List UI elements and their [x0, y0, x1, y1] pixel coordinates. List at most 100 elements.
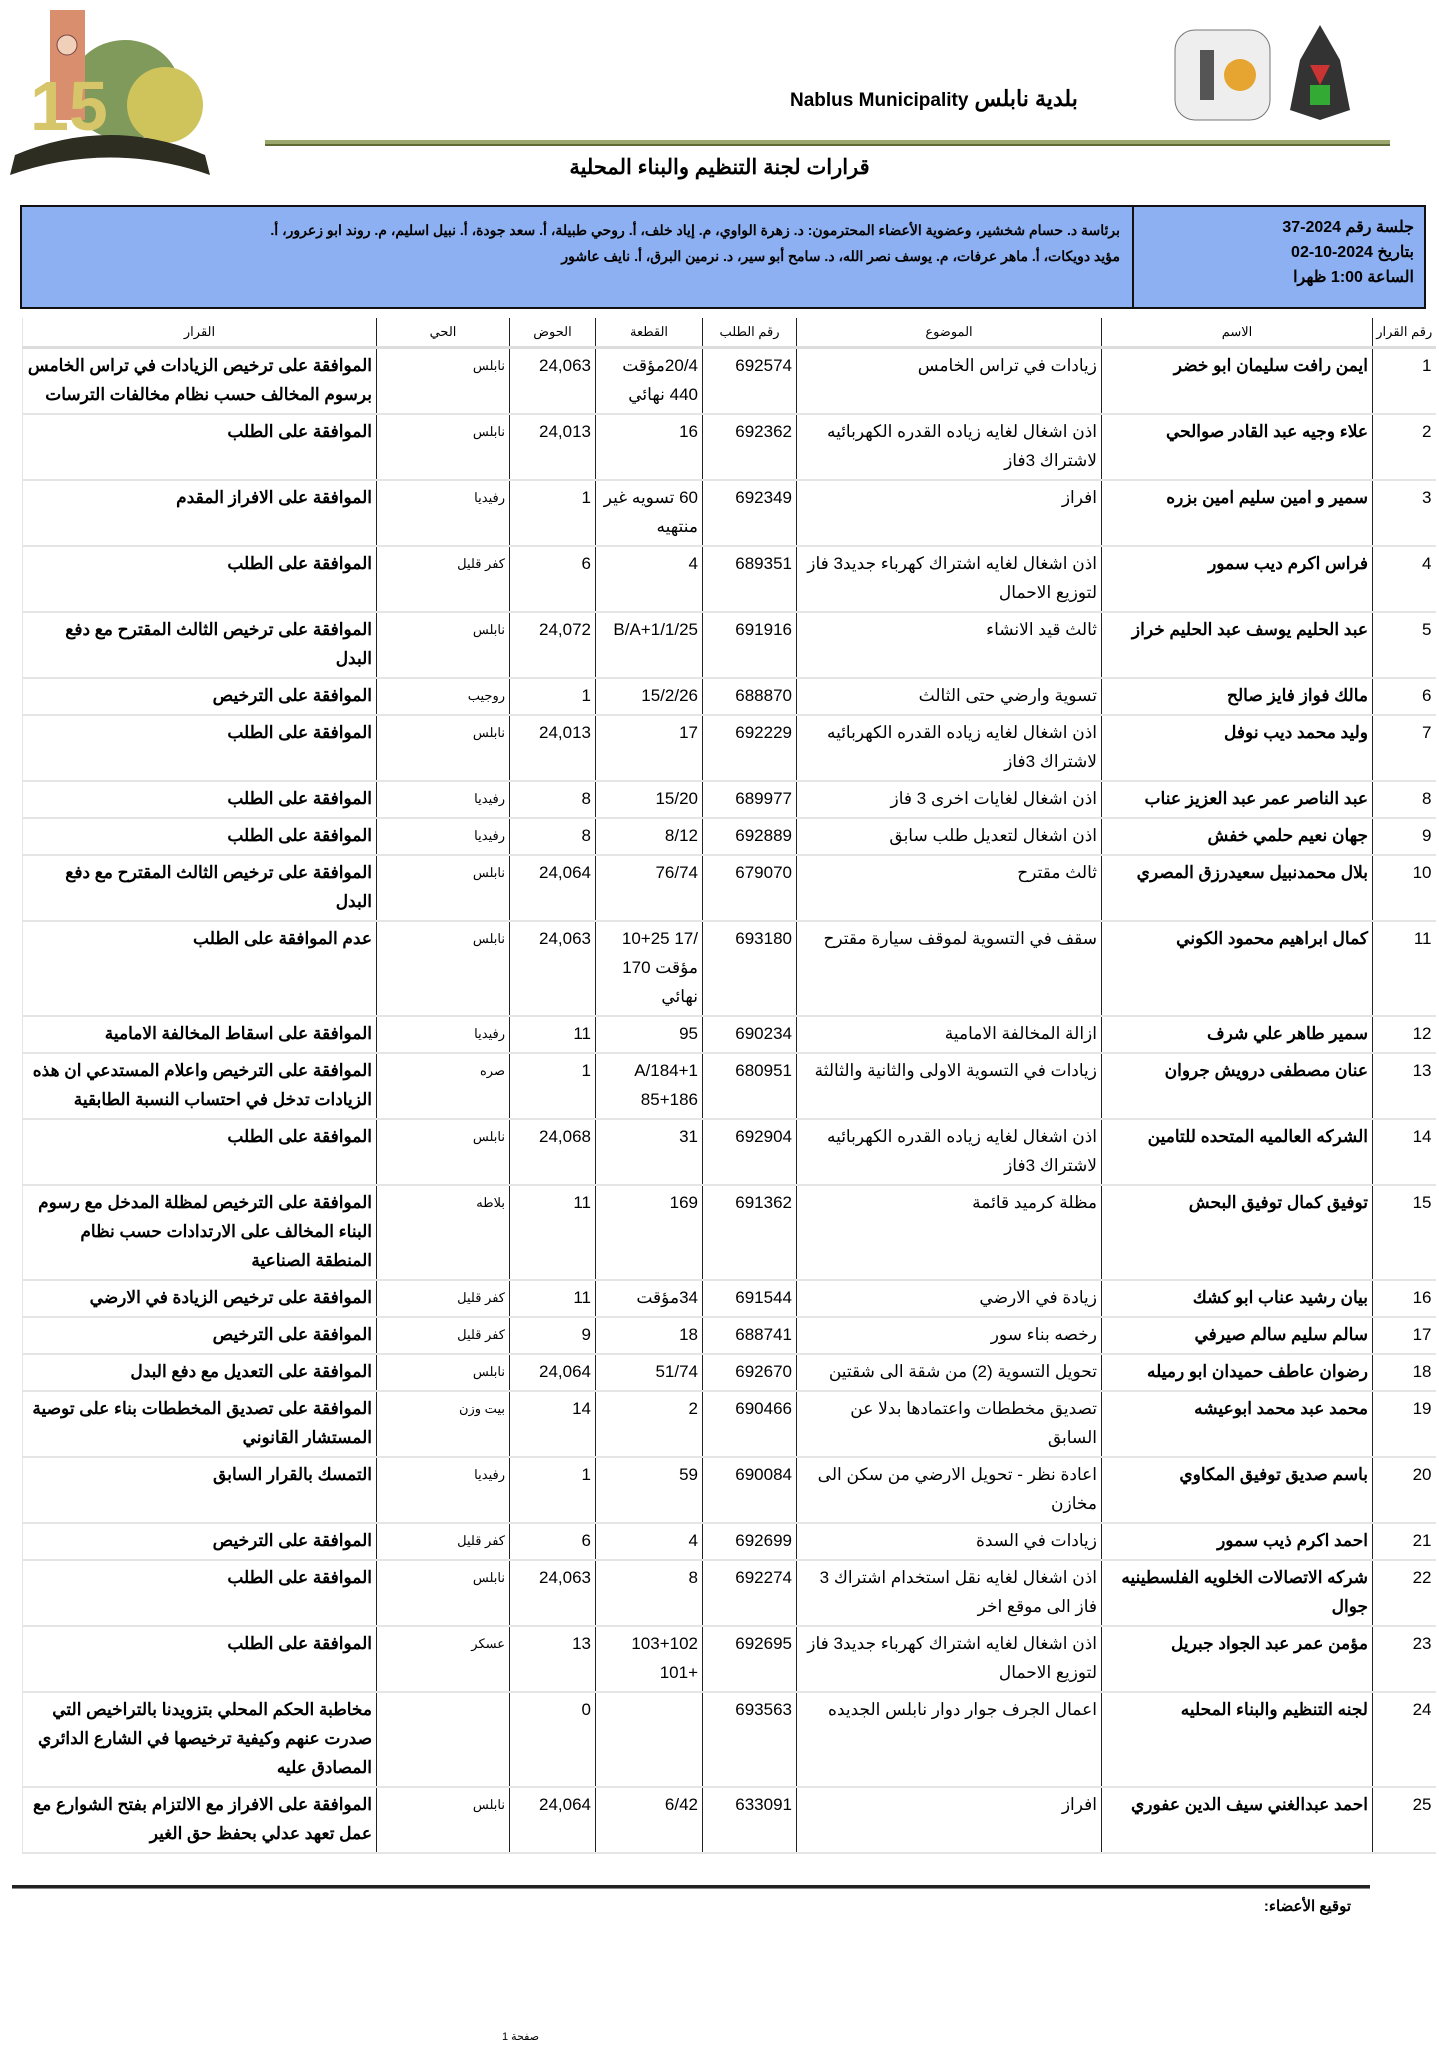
cell-decision: الموافقة على ترخيص الزيادة في الارضي — [22, 1280, 377, 1318]
cell-decision-number: 22 — [1372, 1560, 1436, 1627]
table-row: 22 شركه الاتصالات الخلويه الفلسطينيه جوال… — [22, 1560, 1436, 1627]
table-row: 20 باسم صديق توفيق المكاوي اعادة نظر - تحو… — [22, 1457, 1436, 1524]
cell-request-number: 693180 — [702, 921, 797, 1017]
cell-basin: 6 — [509, 1523, 596, 1561]
header-subject: الموضوع — [796, 318, 1102, 349]
cell-parcel: /17 10+25 مؤقت 170 نهائي — [595, 921, 703, 1017]
cell-request-number: 689977 — [702, 781, 797, 819]
cell-decision: الموافقة على الطلب — [22, 414, 377, 481]
cell-decision-number: 7 — [1372, 715, 1436, 782]
cell-neighborhood: نابلس — [376, 1354, 510, 1392]
cell-decision-number: 11 — [1372, 921, 1436, 1017]
cell-name: ايمن رافت سليمان ابو خضر — [1101, 347, 1373, 415]
cell-neighborhood: نابلس — [376, 347, 510, 415]
cell-neighborhood: نابلس — [376, 921, 510, 1017]
cell-parcel: 8 — [595, 1560, 703, 1627]
cell-name: احمد اكرم ذيب سمور — [1101, 1523, 1373, 1561]
cell-decision-number: 6 — [1372, 678, 1436, 716]
cell-subject: زيادة في الارضي — [796, 1280, 1102, 1318]
cell-basin: 0 — [509, 1692, 596, 1788]
cell-decision-number: 15 — [1372, 1185, 1436, 1281]
cell-request-number: 693563 — [702, 1692, 797, 1788]
cell-decision-number: 5 — [1372, 612, 1436, 679]
cell-decision: الموافقة على الترخيص — [22, 1523, 377, 1561]
cell-neighborhood: رفيديا — [376, 1457, 510, 1524]
cell-neighborhood: كفر قليل — [376, 1280, 510, 1318]
cell-subject: اذن اشغال لغايه زياده القدره الكهربائيه … — [796, 1119, 1102, 1186]
cell-decision: الموافقة على ترخيص الثالث المقترح مع دفع… — [22, 612, 377, 679]
header-decision-number: رقم القرار — [1372, 318, 1436, 349]
cell-name: شركه الاتصالات الخلويه الفلسطينيه جوال — [1101, 1560, 1373, 1627]
cell-decision: الموافقة على اسقاط المخالفة الامامية — [22, 1016, 377, 1054]
cell-name: مالك فواز فايز صالح — [1101, 678, 1373, 716]
cell-name: عبد الناصر عمر عبد العزيز عناب — [1101, 781, 1373, 819]
cell-neighborhood: نابلس — [376, 1119, 510, 1186]
table-row: 2 علاء وجيه عبد القادر صوالحي اذن اشغال لغ… — [22, 414, 1436, 481]
cell-basin: 24,068 — [509, 1119, 596, 1186]
cell-basin: 1 — [509, 678, 596, 716]
cell-parcel: 4 — [595, 1523, 703, 1561]
cell-parcel: 95 — [595, 1016, 703, 1054]
cell-basin: 24,064 — [509, 855, 596, 922]
cell-decision-number: 19 — [1372, 1391, 1436, 1458]
cell-decision-number: 8 — [1372, 781, 1436, 819]
table-row: 3 سمير و امين سليم امين بزره افراز 692349 60… — [22, 480, 1436, 547]
cell-decision: الموافقة على الطلب — [22, 781, 377, 819]
cell-decision: الموافقة على ترخيص الزيادات في تراس الخا… — [22, 347, 377, 415]
cell-neighborhood: نابلس — [376, 1787, 510, 1854]
cell-basin: 11 — [509, 1185, 596, 1281]
cell-subject: تصديق مخططات واعتمادها بدلا عن السابق — [796, 1391, 1102, 1458]
cell-decision-number: 18 — [1372, 1354, 1436, 1392]
cell-decision-number: 21 — [1372, 1523, 1436, 1561]
cell-subject: زيادات في تراس الخامس — [796, 347, 1102, 415]
cell-decision-number: 3 — [1372, 480, 1436, 547]
cell-parcel: 2 — [595, 1391, 703, 1458]
cell-neighborhood: نابلس — [376, 1560, 510, 1627]
header-decision: القرار — [22, 318, 377, 349]
cell-decision: الموافقة على الطلب — [22, 1560, 377, 1627]
cell-parcel: 18 — [595, 1317, 703, 1355]
session-details: جلسة رقم 2024-37 بتاريخ 2024-10-02 الساع… — [1132, 207, 1424, 307]
cell-subject: اذن اشغال لتعديل طلب سابق — [796, 818, 1102, 856]
cell-decision-number: 13 — [1372, 1053, 1436, 1120]
cell-subject: مظلة كرميد قائمة — [796, 1185, 1102, 1281]
cell-request-number: 688741 — [702, 1317, 797, 1355]
cell-decision: الموافقة على الافراز المقدم — [22, 480, 377, 547]
cell-basin: 13 — [509, 1626, 596, 1693]
cell-decision: الموافقة على تصديق المخططات بناء على توص… — [22, 1391, 377, 1458]
cell-neighborhood: بيت وزن — [376, 1391, 510, 1458]
cell-parcel: 60 تسويه غير منتهيه — [595, 480, 703, 547]
svg-text:15: 15 — [30, 67, 108, 145]
cell-name: رضوان عاطف حميدان ابو رميله — [1101, 1354, 1373, 1392]
cell-neighborhood: روجيب — [376, 678, 510, 716]
cell-parcel: 51/74 — [595, 1354, 703, 1392]
cell-parcel: 15/2/26 — [595, 678, 703, 716]
cell-parcel: 34مؤقت — [595, 1280, 703, 1318]
table-row: 15 توفيق كمال توفيق البحش مظلة كرميد قائمة… — [22, 1185, 1436, 1281]
session-info-box: جلسة رقم 2024-37 بتاريخ 2024-10-02 الساع… — [20, 205, 1426, 309]
cell-decision: الموافقة على الافراز مع الالتزام بفتح ال… — [22, 1787, 377, 1854]
cell-decision: الموافقة على الترخيص — [22, 1317, 377, 1355]
cell-neighborhood: كفر قليل — [376, 1317, 510, 1355]
cell-name: محمد عبد محمد ابوعيشه — [1101, 1391, 1373, 1458]
table-row: 11 كمال ابراهيم محمود الكوني سقف في التسوي… — [22, 921, 1436, 1017]
table-row: 24 لجنه التنظيم والبناء المحليه اعمال الجر… — [22, 1692, 1436, 1788]
table-row: 12 سمير طاهر علي شرف ازالة المخالفة الامام… — [22, 1016, 1436, 1054]
cell-subject: اذن اشغال لغايات اخرى 3 فاز — [796, 781, 1102, 819]
cell-decision-number: 25 — [1372, 1787, 1436, 1854]
cell-decision-number: 20 — [1372, 1457, 1436, 1524]
cell-subject: ثالث مقترح — [796, 855, 1102, 922]
cell-parcel: 6/42 — [595, 1787, 703, 1854]
cell-request-number: 692362 — [702, 414, 797, 481]
cell-subject: اذن اشغال لغايه اشتراك كهرباء جديد3 فاز … — [796, 546, 1102, 613]
header-parcel: القطعة — [595, 318, 703, 349]
cell-decision: الموافقة على الطلب — [22, 818, 377, 856]
cell-name: بيان رشيد عناب ابو كشك — [1101, 1280, 1373, 1318]
cell-name: احمد عبدالغني سيف الدين عفوري — [1101, 1787, 1373, 1854]
cell-subject: افراز — [796, 480, 1102, 547]
cell-decision-number: 17 — [1372, 1317, 1436, 1355]
cell-neighborhood: صره — [376, 1053, 510, 1120]
cell-request-number: 689351 — [702, 546, 797, 613]
cell-name: مؤمن عمر عبد الجواد جبريل — [1101, 1626, 1373, 1693]
cell-request-number: 692695 — [702, 1626, 797, 1693]
